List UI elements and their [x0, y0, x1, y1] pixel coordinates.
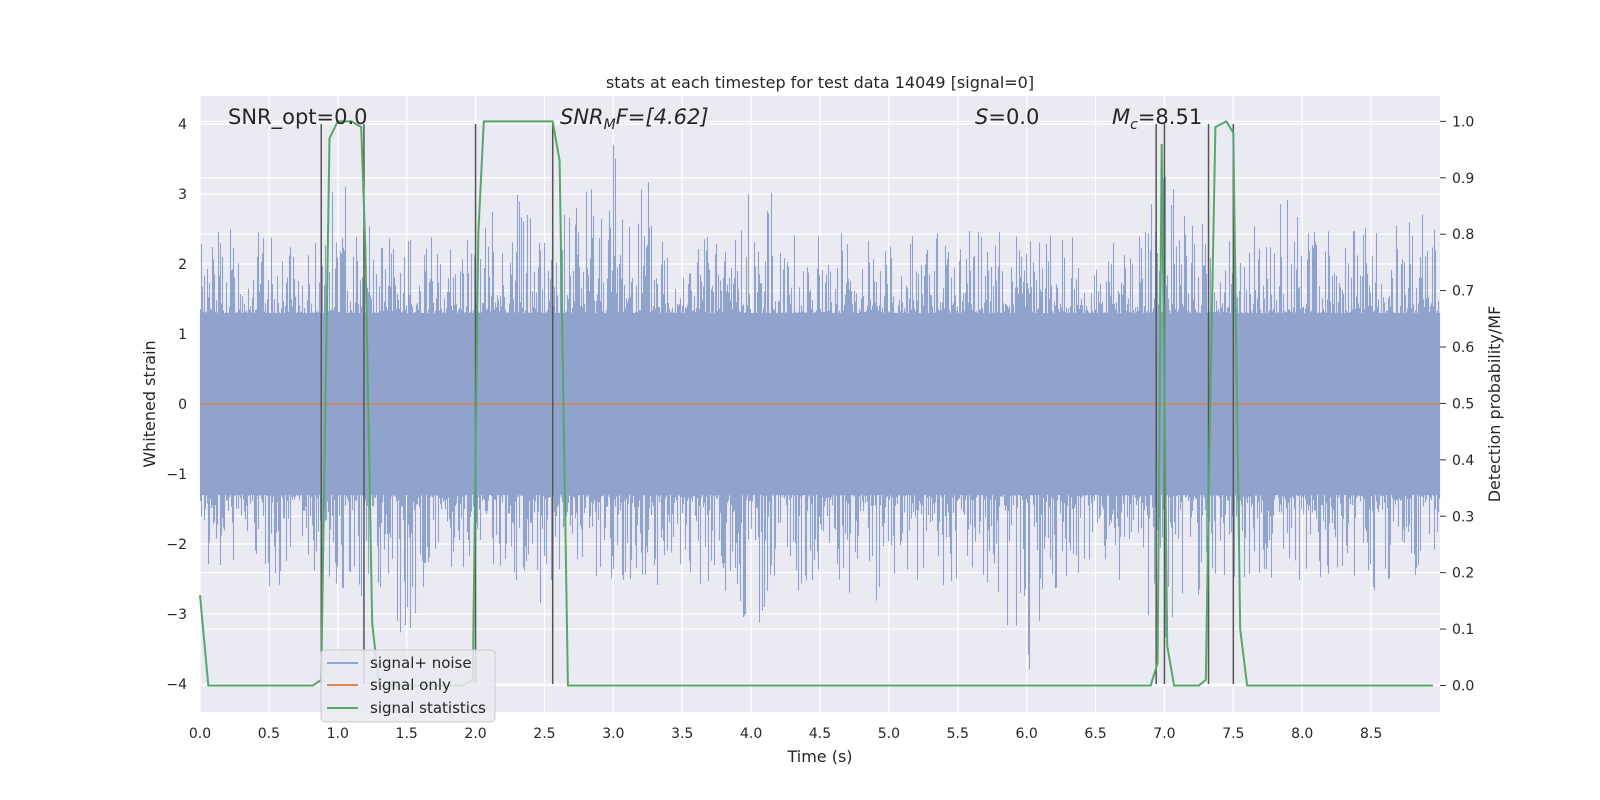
annotation-mc: Mc=8.51	[1112, 105, 1202, 133]
x-tick-label-16: 8.0	[1291, 726, 1313, 742]
x-tick-label-0: 0.0	[189, 726, 211, 742]
x-tick-label-10: 5.0	[878, 726, 900, 742]
y-tick-label-3: 1	[178, 327, 187, 343]
series-signal-statistics	[199, 120, 1434, 687]
y-right-tick-label-1: 0.9	[1452, 171, 1474, 187]
y-tick-label-0: 4	[178, 117, 187, 133]
y-tick-label-4: 0	[178, 397, 187, 413]
y-right-tick-label-2: 0.8	[1452, 227, 1474, 243]
x-tick-label-5: 2.5	[533, 726, 555, 742]
annotation-snr-opt: SNR_opt=0.0	[228, 105, 368, 130]
x-axis-label: Time (s)	[786, 747, 852, 766]
x-tick-label-3: 1.5	[396, 726, 418, 742]
x-tick-label-17: 8.5	[1360, 726, 1382, 742]
y-right-tick-label-4: 0.6	[1452, 340, 1474, 356]
x-tick-label-9: 4.5	[809, 726, 831, 742]
x-tick-label-6: 3.0	[602, 726, 624, 742]
y-right-tick-label-8: 0.2	[1452, 566, 1474, 582]
legend-label-statistics: signal statistics	[370, 699, 486, 717]
annotation-snr-mf: SNRMF=[4.62]	[560, 105, 709, 133]
x-tick-label-14: 7.0	[1153, 726, 1175, 742]
y-right-tick-label-0: 1.0	[1452, 114, 1474, 130]
legend-label-noise: signal+ noise	[370, 654, 472, 672]
x-tick-label-8: 4.0	[740, 726, 762, 742]
y-tick-label-5: −1	[166, 467, 187, 483]
x-tick-label-2: 1.0	[327, 726, 349, 742]
y-tick-labels: 4 3 2 1 0 −1 −2 −3 −4	[166, 117, 187, 693]
y-tick-label-7: −3	[166, 607, 187, 623]
legend: signal+ noise signal only signal statist…	[320, 649, 496, 723]
x-tick-label-15: 7.5	[1222, 726, 1244, 742]
y-right-tick-label-6: 0.4	[1452, 453, 1474, 469]
y-right-tick-label-3: 0.7	[1452, 284, 1474, 300]
y-right-tick-label-5: 0.5	[1452, 396, 1474, 412]
y-right-axis-label: Detection probability/MF	[1485, 306, 1504, 503]
statistics-line	[199, 120, 1434, 687]
y-right-tick-label-10: 0.0	[1452, 678, 1474, 694]
y-axis-label: Whitened strain	[140, 340, 159, 467]
y-tick-label-1: 3	[178, 187, 187, 203]
y-right-tick-labels: 1.0 0.9 0.8 0.7 0.6 0.5 0.4 0.3 0.2 0.1 0.0	[1440, 114, 1474, 694]
y-tick-label-6: −2	[166, 537, 187, 553]
x-tick-label-13: 6.5	[1084, 726, 1106, 742]
chart-title: stats at each timestep for test data 140…	[606, 73, 1034, 92]
x-tick-label-7: 3.5	[671, 726, 693, 742]
annotation-s: S=0.0	[975, 105, 1039, 129]
x-tick-label-12: 6.0	[1016, 726, 1038, 742]
y-tick-label-8: −4	[166, 677, 187, 693]
x-tick-label-11: 5.5	[947, 726, 969, 742]
x-tick-label-4: 2.0	[464, 726, 486, 742]
x-tick-labels: 0.0 0.5 1.0 1.5 2.0 2.5 3.0 3.5 4.0 4.5 5.0 5.5 6.0 6…	[189, 726, 1382, 742]
x-tick-label-1: 0.5	[258, 726, 280, 742]
y-right-tick-label-9: 0.1	[1452, 622, 1474, 638]
legend-label-signal: signal only	[370, 676, 451, 694]
y-tick-label-2: 2	[178, 257, 187, 273]
legend-box	[320, 649, 496, 723]
y-right-tick-label-7: 0.3	[1452, 509, 1474, 525]
